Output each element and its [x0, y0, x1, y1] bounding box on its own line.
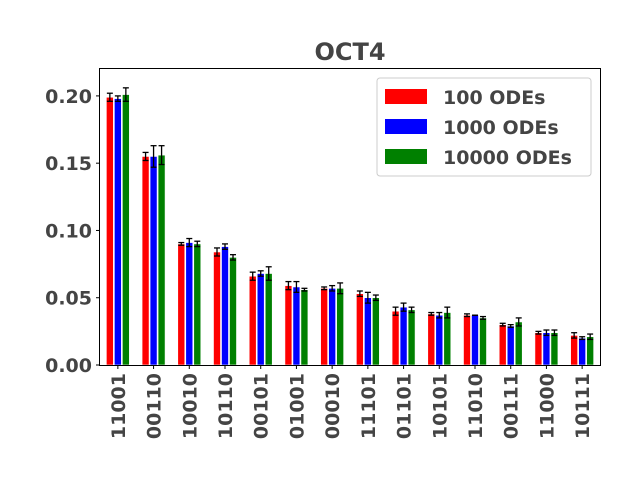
- bar: [177, 243, 186, 366]
- bar: [534, 332, 543, 366]
- legend-swatch: [385, 149, 427, 164]
- legend-box: [376, 77, 592, 177]
- plot-frame: [99, 68, 601, 366]
- bar: [106, 96, 114, 366]
- bar: [193, 243, 202, 366]
- legend-label: 1000 ODEs: [443, 117, 559, 139]
- bar: [471, 314, 479, 366]
- bar: [149, 156, 158, 366]
- error-bars-layer: [106, 87, 594, 341]
- x-tick-label: 10101: [429, 373, 451, 439]
- x-tick-label: 00110: [144, 373, 166, 439]
- bar: [463, 314, 471, 366]
- x-tick-label: 11001: [108, 373, 130, 439]
- bar: [264, 273, 273, 366]
- bar: [586, 336, 594, 366]
- x-tick-label: 00111: [501, 373, 523, 439]
- x-tick-label: 10110: [215, 373, 237, 439]
- y-tick-label: 0.00: [45, 355, 92, 377]
- bar: [435, 314, 444, 366]
- bar: [122, 94, 130, 366]
- bar: [570, 335, 578, 366]
- bar: [114, 98, 122, 366]
- y-tick-label: 0.15: [45, 153, 92, 175]
- bar: [292, 286, 301, 366]
- chart-title: OCT4: [314, 38, 385, 66]
- x-tick-label: 01001: [286, 373, 308, 439]
- y-tick-label: 0.20: [45, 86, 92, 108]
- y-axis: 0.00 0.05 0.10 0.15 0.20: [45, 86, 100, 377]
- bar: [284, 285, 293, 366]
- x-tick-label: 00010: [322, 373, 344, 439]
- x-tick-label: 01101: [394, 373, 416, 439]
- x-tick-label: 11010: [465, 373, 487, 439]
- bar: [248, 275, 257, 366]
- bar: [514, 321, 523, 366]
- bar: [550, 332, 559, 366]
- x-tick-label: 10111: [572, 373, 594, 439]
- bar: [256, 273, 265, 366]
- bar: [336, 288, 344, 366]
- legend-swatch: [385, 119, 427, 134]
- bar: [356, 293, 364, 366]
- bar: [372, 297, 380, 366]
- bar: [479, 317, 487, 366]
- bar: [221, 246, 229, 366]
- bar: [498, 324, 507, 366]
- x-axis: 11001 00110 10010 10110 00101 01001 00010 11101…: [108, 365, 594, 439]
- bar: [443, 312, 452, 366]
- bar: [391, 310, 400, 366]
- bars-layer: [106, 94, 594, 366]
- bar: [399, 306, 408, 366]
- x-tick-label: 00101: [251, 373, 273, 439]
- x-tick-label: 11101: [358, 373, 380, 439]
- bar: [300, 289, 309, 366]
- y-tick-label: 0.05: [45, 288, 92, 310]
- legend-swatch: [385, 89, 427, 104]
- bar: [364, 297, 372, 366]
- bar: [427, 313, 436, 366]
- legend-label: 10000 ODEs: [443, 147, 572, 169]
- bar: [213, 251, 221, 366]
- bar: [320, 288, 328, 366]
- bar: [185, 242, 194, 366]
- bar: [229, 257, 237, 366]
- bar: [141, 156, 150, 366]
- bar: [157, 154, 166, 366]
- bar: [506, 325, 515, 366]
- bar: [542, 332, 551, 366]
- legend-label: 100 ODEs: [443, 87, 546, 109]
- x-tick-label: 11000: [536, 373, 558, 439]
- bar: [328, 288, 336, 366]
- bar: [407, 309, 416, 366]
- x-tick-label: 10010: [179, 373, 201, 439]
- y-tick-label: 0.10: [45, 220, 92, 242]
- bar: [578, 337, 586, 366]
- legend: 100 ODEs 1000 ODEs 10000 ODEs: [376, 77, 592, 177]
